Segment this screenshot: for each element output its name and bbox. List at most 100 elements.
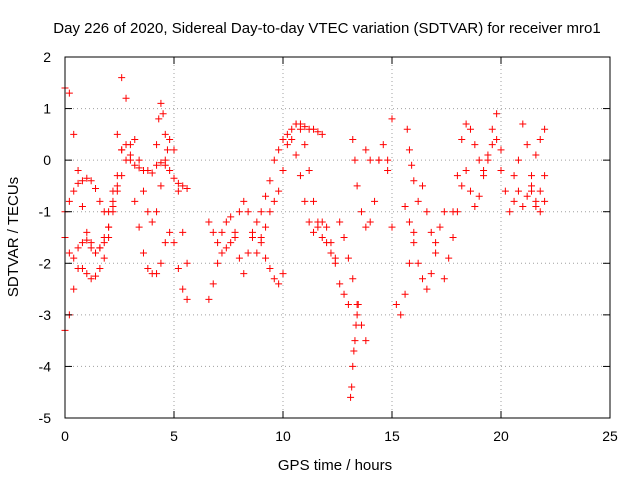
data-point bbox=[266, 264, 274, 272]
data-point bbox=[157, 159, 165, 167]
x-axis-label: GPS time / hours bbox=[278, 457, 392, 474]
data-point bbox=[65, 249, 73, 257]
x-tick-label: 10 bbox=[275, 428, 291, 444]
data-point bbox=[266, 208, 274, 216]
data-point bbox=[100, 254, 108, 262]
data-point bbox=[318, 130, 326, 138]
data-point bbox=[135, 156, 143, 164]
data-point bbox=[183, 259, 191, 267]
series-track-d bbox=[61, 84, 126, 257]
data-point bbox=[96, 244, 104, 252]
data-point bbox=[83, 228, 91, 236]
data-point bbox=[74, 179, 82, 187]
series-track-s bbox=[497, 120, 549, 216]
data-point bbox=[318, 218, 326, 226]
data-point bbox=[414, 197, 422, 205]
data-point bbox=[423, 285, 431, 293]
data-point bbox=[118, 172, 126, 180]
data-point bbox=[462, 120, 470, 128]
data-point bbox=[493, 110, 501, 118]
data-point bbox=[157, 182, 165, 190]
data-point bbox=[354, 301, 362, 309]
data-point bbox=[480, 166, 488, 174]
data-point bbox=[410, 228, 418, 236]
data-point bbox=[174, 187, 182, 195]
data-point bbox=[449, 208, 457, 216]
data-point bbox=[528, 172, 536, 180]
series-track-h bbox=[257, 130, 352, 309]
y-axis-label: SDTVAR / TECUs bbox=[5, 177, 22, 297]
data-point bbox=[275, 187, 283, 195]
data-point bbox=[170, 239, 178, 247]
x-tick-label: 0 bbox=[61, 428, 69, 444]
data-point bbox=[362, 146, 370, 154]
data-point bbox=[78, 239, 86, 247]
data-point bbox=[336, 218, 344, 226]
data-point bbox=[388, 115, 396, 123]
data-point bbox=[432, 239, 440, 247]
data-point bbox=[166, 136, 174, 144]
data-point bbox=[344, 254, 352, 262]
data-point bbox=[349, 136, 357, 144]
data-point bbox=[336, 280, 344, 288]
grid-lines bbox=[65, 57, 610, 418]
data-point bbox=[471, 203, 479, 211]
data-point bbox=[488, 125, 496, 133]
data-point bbox=[270, 275, 278, 283]
data-point bbox=[166, 166, 174, 174]
data-point bbox=[305, 166, 313, 174]
data-point bbox=[153, 208, 161, 216]
data-point bbox=[432, 249, 440, 257]
data-point bbox=[493, 136, 501, 144]
data-point bbox=[384, 156, 392, 164]
data-point bbox=[70, 187, 78, 195]
data-point bbox=[144, 208, 152, 216]
data-point bbox=[340, 290, 348, 298]
data-point bbox=[310, 228, 318, 236]
data-point bbox=[126, 141, 134, 149]
x-tick-labels: 0 5 10 15 20 25 bbox=[61, 428, 618, 444]
data-point bbox=[78, 203, 86, 211]
data-point bbox=[270, 156, 278, 164]
data-point bbox=[161, 130, 169, 138]
data-point bbox=[179, 182, 187, 190]
data-point bbox=[235, 208, 243, 216]
x-tick-label: 15 bbox=[384, 428, 400, 444]
data-point bbox=[528, 187, 536, 195]
plot-frame bbox=[64, 56, 611, 419]
data-point bbox=[126, 156, 134, 164]
data-point bbox=[83, 236, 91, 244]
series-track-q bbox=[440, 136, 505, 283]
data-point bbox=[410, 239, 418, 247]
data-point bbox=[113, 182, 121, 190]
data-point bbox=[350, 347, 358, 355]
y-tick-labels: 2 1 0 -1 -2 -3 -4 -5 bbox=[39, 49, 52, 426]
data-point bbox=[179, 285, 187, 293]
data-point bbox=[427, 270, 435, 278]
data-point bbox=[423, 208, 431, 216]
data-point bbox=[523, 192, 531, 200]
data-point bbox=[458, 182, 466, 190]
data-point bbox=[105, 223, 113, 231]
data-point bbox=[292, 151, 300, 159]
data-point bbox=[510, 172, 518, 180]
data-point bbox=[257, 239, 265, 247]
data-point bbox=[70, 254, 78, 262]
data-point bbox=[484, 151, 492, 159]
data-point bbox=[96, 264, 104, 272]
data-point bbox=[262, 223, 270, 231]
data-point bbox=[349, 362, 357, 370]
data-point bbox=[105, 234, 113, 241]
data-point bbox=[262, 192, 270, 200]
data-point bbox=[327, 249, 335, 257]
data-point bbox=[541, 125, 549, 133]
data-point bbox=[109, 203, 117, 211]
data-point bbox=[514, 156, 522, 164]
data-point bbox=[405, 218, 413, 226]
data-point bbox=[139, 249, 147, 257]
series-track-b bbox=[61, 136, 191, 267]
data-point bbox=[408, 161, 416, 169]
data-point bbox=[253, 249, 261, 257]
data-point bbox=[83, 174, 91, 182]
data-point bbox=[70, 130, 78, 138]
